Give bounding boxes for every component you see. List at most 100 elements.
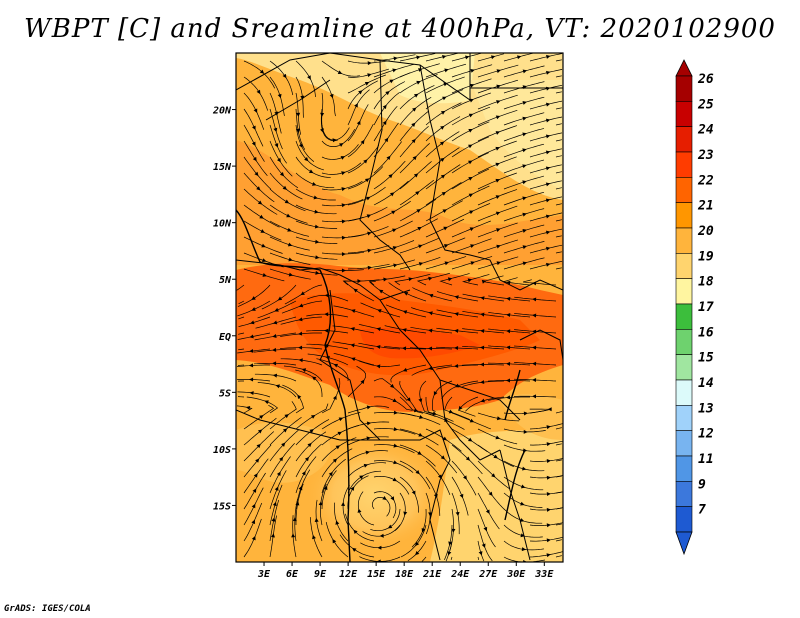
streamlines — [236, 53, 563, 562]
streamline-arrow — [546, 442, 551, 447]
streamline-arrow — [408, 277, 413, 282]
streamline-arrow — [522, 228, 527, 233]
colorbar-label: 22 — [697, 173, 714, 188]
streamline-arrow — [264, 400, 269, 405]
streamline-arrow — [366, 421, 372, 426]
streamline-arrow — [292, 517, 297, 522]
streamline-arrow — [496, 84, 501, 89]
streamline-arrow — [251, 141, 256, 147]
streamline-arrow — [287, 227, 292, 232]
streamline-arrow — [516, 55, 522, 60]
streamline-arrow — [272, 320, 278, 325]
streamline-arrow — [377, 309, 382, 313]
streamline-arrow — [532, 345, 537, 350]
streamline-arrow — [444, 261, 449, 266]
streamline-arrow — [393, 443, 398, 448]
streamline-arrow — [483, 526, 488, 532]
streamline — [529, 440, 563, 446]
streamline-arrow — [328, 471, 333, 477]
streamline-arrow — [296, 112, 301, 117]
streamline-arrow — [495, 146, 500, 151]
streamline-arrow — [282, 73, 287, 79]
streamline-arrow — [298, 317, 303, 322]
lat-tick-label: EQ — [219, 332, 231, 343]
streamline-arrow — [470, 244, 475, 249]
colorbar-swatch — [675, 455, 693, 482]
streamline-arrow — [416, 209, 421, 213]
streamline-arrow — [416, 80, 421, 85]
colorbar-label: 24 — [697, 123, 714, 138]
streamline-arrow — [480, 398, 485, 403]
streamline-arrow — [393, 427, 398, 432]
colorbar-top-arrow — [675, 59, 693, 77]
streamline-arrow — [376, 327, 381, 332]
streamline-arrow — [468, 144, 473, 149]
streamline-arrow — [367, 231, 372, 236]
streamline-arrow — [454, 312, 459, 317]
streamline-arrow — [418, 68, 423, 72]
colorbar-label: 25 — [697, 97, 714, 112]
streamline-arrow — [261, 258, 267, 263]
streamline-arrow — [357, 279, 362, 284]
streamline-arrow — [367, 265, 372, 270]
streamline — [237, 284, 271, 307]
streamline-arrow — [403, 511, 408, 516]
lon-tick-label: 15E — [367, 569, 386, 580]
streamline-arrow — [274, 111, 279, 116]
streamline-arrow — [454, 295, 459, 300]
streamline — [237, 379, 271, 382]
lon-tick-label: 3E — [257, 569, 271, 580]
streamline-arrow — [417, 451, 422, 455]
streamline-arrow — [301, 368, 307, 373]
streamline-arrow — [281, 442, 286, 447]
streamline-arrow — [249, 348, 254, 353]
streamline — [529, 458, 563, 462]
streamline-arrow — [300, 291, 305, 296]
streamline — [555, 539, 562, 542]
lon-tick-label: 30E — [506, 569, 526, 580]
streamline-arrow — [392, 68, 397, 73]
colorbar-label: 15 — [698, 351, 714, 366]
streamline-arrow — [262, 273, 267, 277]
colorbar-label: 21 — [697, 199, 714, 214]
streamline-arrow — [545, 230, 551, 235]
streamline-arrow — [314, 517, 319, 522]
streamline-arrow — [428, 328, 433, 333]
streamline-arrow — [309, 429, 314, 434]
streamline-arrow — [341, 171, 346, 176]
streamline-arrow — [249, 363, 254, 368]
colorbar-swatch — [675, 354, 693, 381]
colorbar-swatch — [675, 227, 693, 254]
colorbar-swatch — [675, 126, 693, 153]
streamline-arrow — [522, 69, 528, 74]
streamline-arrow — [459, 493, 464, 499]
colorbar-bottom-arrow — [675, 531, 693, 556]
streamline-arrow — [307, 442, 312, 448]
streamline-arrow — [253, 108, 258, 113]
streamline-arrow — [506, 361, 511, 366]
streamline-arrow — [271, 533, 275, 538]
streamline-arrow — [465, 55, 470, 60]
colorbar-label: 23 — [697, 148, 714, 163]
streamline-arrow — [312, 376, 317, 381]
streamline-arrow — [364, 81, 370, 86]
streamline-arrow — [332, 395, 337, 400]
streamline-arrow — [545, 134, 551, 139]
streamline-arrow — [325, 355, 330, 360]
streamline — [529, 84, 563, 94]
streamline-arrow — [320, 112, 325, 117]
streamline — [555, 267, 562, 270]
streamline-arrow — [377, 545, 382, 550]
streamline-arrow — [532, 281, 537, 286]
streamline-arrow — [437, 474, 442, 479]
colorbar-swatch — [675, 202, 693, 229]
streamline-arrow — [363, 463, 369, 468]
colorbar-label: 13 — [698, 401, 714, 416]
streamline-arrow — [442, 96, 447, 101]
streamline-arrow — [282, 428, 288, 433]
streamline-arrow — [340, 156, 346, 160]
streamline-arrow — [506, 313, 511, 318]
streamline-arrow — [337, 431, 342, 436]
colorbar-swatch — [675, 329, 693, 355]
